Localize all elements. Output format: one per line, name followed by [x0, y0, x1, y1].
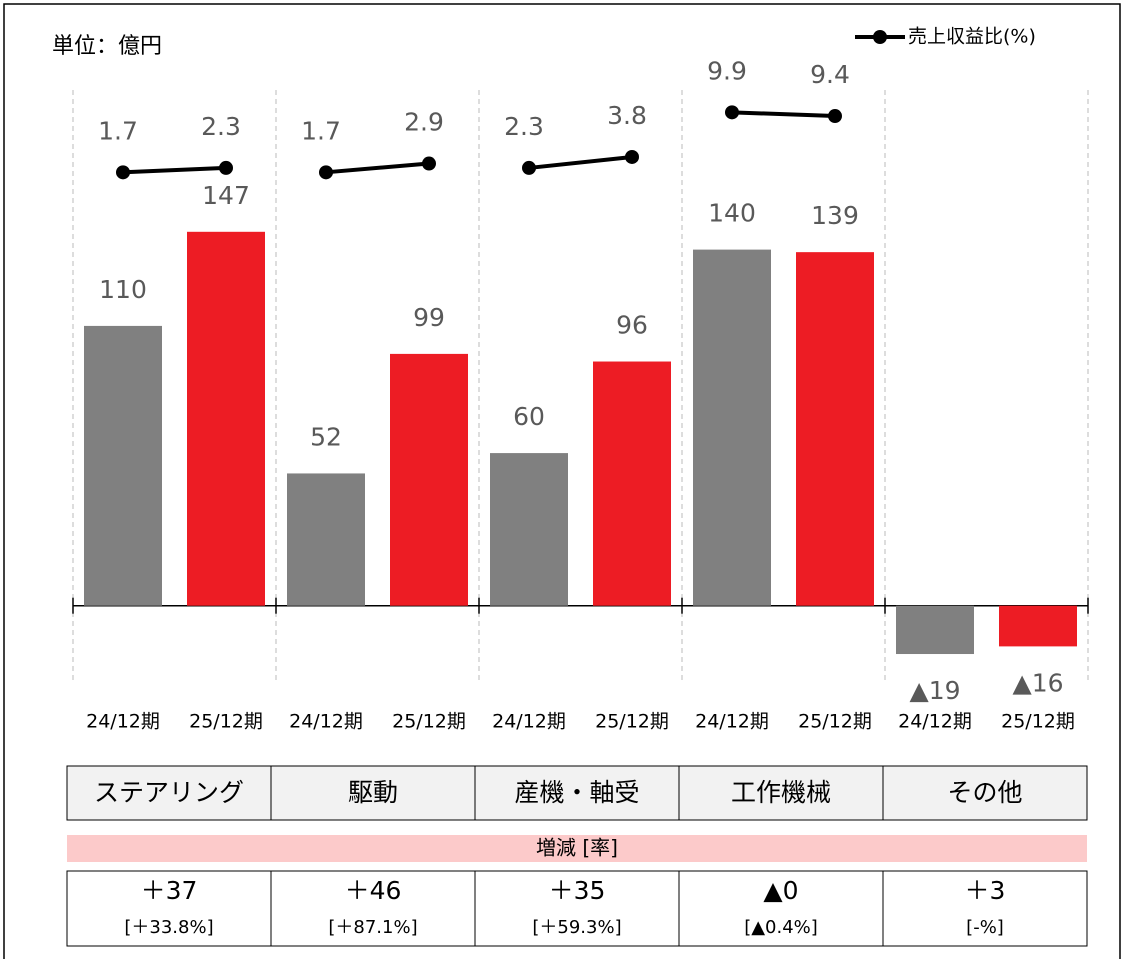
legend-marker [873, 30, 887, 44]
x-tick-label: 24/12期 [86, 711, 160, 733]
value-label: 147 [202, 181, 250, 210]
segment-cell [678, 765, 884, 821]
change-amount: ＋37 [141, 876, 198, 905]
ratio-label: 3.8 [607, 101, 647, 130]
ratio-line [325, 161, 430, 175]
change-header-bg [67, 835, 1087, 862]
value-label: 96 [616, 311, 648, 340]
change-rate: [-%] [966, 917, 1004, 938]
segment-cell [66, 765, 272, 821]
bar [287, 473, 365, 606]
ratio-label: 9.9 [707, 56, 747, 85]
change-amount: ＋35 [549, 876, 606, 905]
x-tick-label: 24/12期 [289, 711, 363, 733]
value-label: 139 [811, 201, 859, 230]
value-label: 60 [513, 402, 545, 431]
x-tick-label: 25/12期 [1001, 711, 1075, 733]
ratio-label: 2.3 [201, 112, 241, 141]
bar [693, 249, 771, 606]
value-label: 52 [310, 422, 342, 451]
change-header: 増減 [率] [536, 836, 618, 860]
segment-name: 産機・軸受 [514, 778, 639, 807]
ratio-marker [828, 109, 842, 124]
segment-cell [882, 765, 1088, 821]
change-rate: [▲0.4%] [744, 917, 818, 938]
value-label: 99 [413, 303, 445, 332]
ratio-line [122, 165, 227, 175]
ratio-marker [219, 160, 233, 175]
value-label: 110 [99, 275, 147, 304]
change-cell [66, 870, 272, 947]
segment-name: 駆動 [348, 778, 398, 807]
change-amount: ＋46 [345, 876, 402, 905]
x-tick-label: 25/12期 [595, 711, 669, 733]
bar [390, 353, 468, 606]
ratio-label: 1.7 [98, 116, 138, 145]
ratio-label: 1.7 [301, 116, 341, 145]
ratio-marker [522, 160, 536, 175]
ratio-label: 2.9 [404, 108, 444, 137]
bar [896, 605, 974, 655]
segment-cell [474, 765, 680, 821]
change-rate: [＋59.3%] [532, 917, 621, 938]
change-cell [270, 870, 476, 947]
change-cell [882, 870, 1088, 947]
x-tick-label: 25/12期 [189, 711, 263, 733]
ratio-line [528, 154, 633, 170]
bar [84, 325, 162, 606]
segment-name: 工作機械 [731, 778, 831, 807]
x-tick-label: 24/12期 [898, 711, 972, 733]
ratio-marker [319, 165, 333, 180]
value-label: ▲19 [909, 676, 960, 705]
ratio-label: 2.3 [504, 112, 544, 141]
ratio-marker [625, 149, 639, 164]
x-tick-label: 25/12期 [798, 711, 872, 733]
change-cell [678, 870, 884, 947]
change-amount: ▲0 [763, 876, 798, 905]
segment-name: ステアリング [94, 778, 244, 807]
frame [3, 3, 1121, 959]
bar [490, 453, 568, 606]
change-amount: ＋3 [965, 876, 1006, 905]
value-label: 140 [708, 199, 756, 228]
ratio-marker [116, 165, 130, 180]
ratio-label: 9.4 [810, 60, 850, 89]
bar [593, 361, 671, 606]
change-cell [474, 870, 680, 947]
ratio-marker [422, 156, 436, 171]
x-tick-label: 24/12期 [492, 711, 566, 733]
bar [187, 231, 265, 606]
legend-label: 売上収益比(%) [908, 26, 1036, 48]
ratio-line [731, 110, 836, 119]
segment-name: その他 [947, 778, 1022, 807]
unit-label: 単位：億円 [52, 34, 162, 59]
bar [796, 252, 874, 606]
value-label: ▲16 [1012, 668, 1063, 697]
x-tick-label: 25/12期 [392, 711, 466, 733]
ratio-marker [725, 105, 739, 120]
segment-cell [270, 765, 476, 821]
change-rate: [＋87.1%] [328, 917, 417, 938]
change-rate: [＋33.8%] [124, 917, 213, 938]
bar [999, 605, 1077, 647]
x-tick-label: 24/12期 [695, 711, 769, 733]
